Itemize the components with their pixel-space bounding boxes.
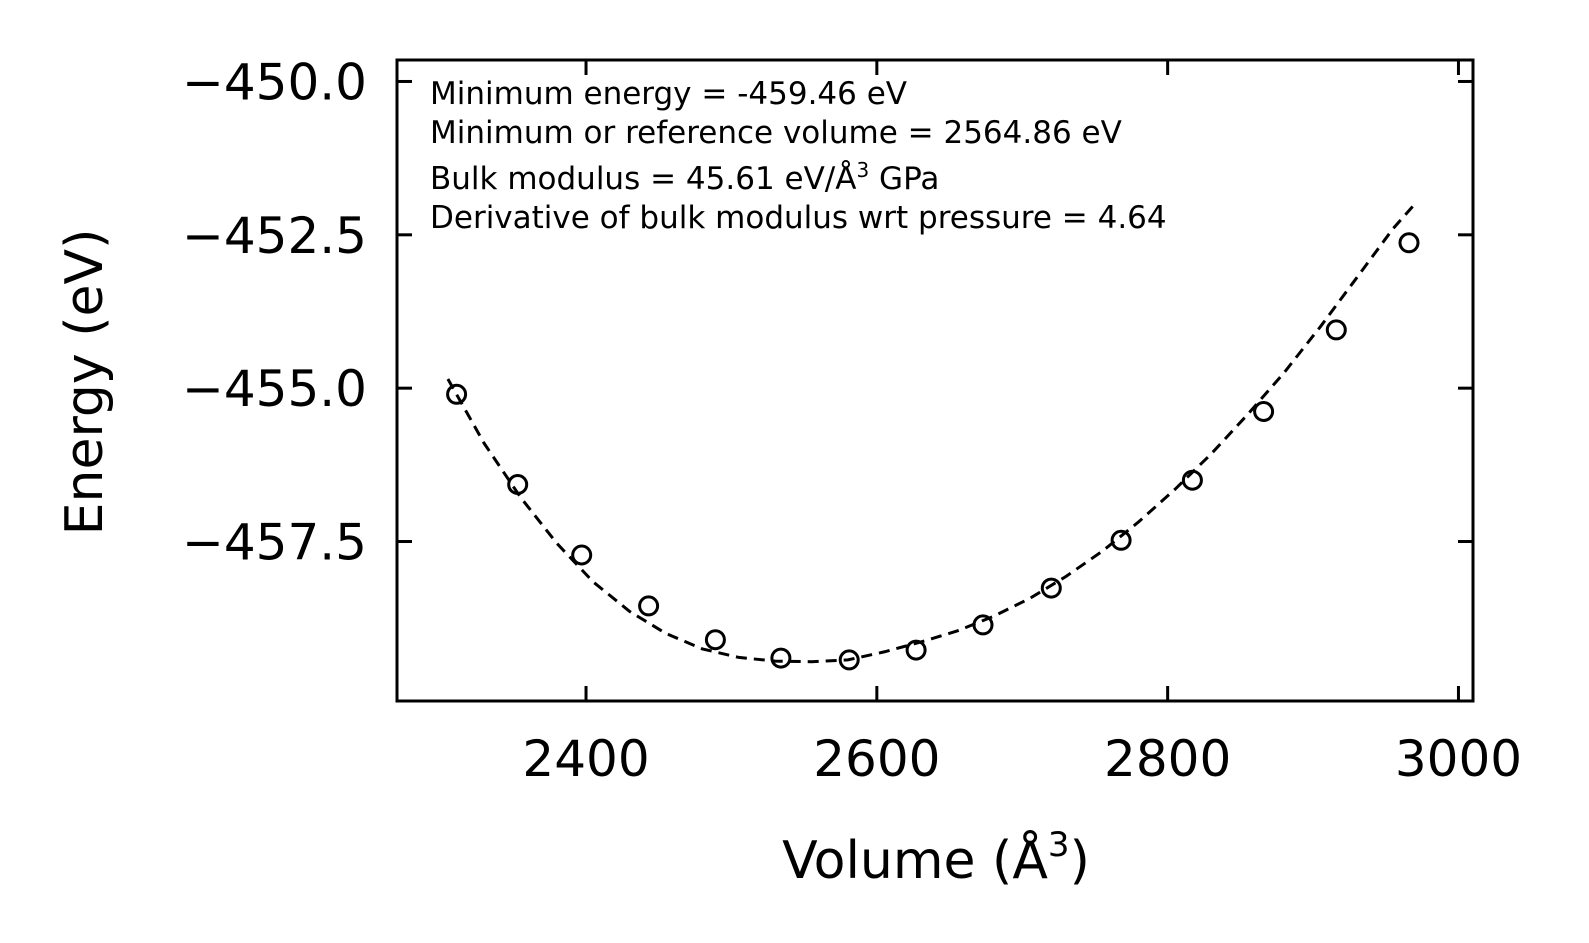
data-point bbox=[704, 629, 726, 651]
y-axis-label: Energy (eV) bbox=[55, 229, 115, 536]
y-tick-label: −450.0 bbox=[182, 53, 367, 111]
data-point bbox=[571, 544, 593, 566]
data-point bbox=[1181, 469, 1203, 491]
data-point bbox=[638, 595, 660, 617]
data-point bbox=[1253, 401, 1275, 422]
data-point bbox=[446, 383, 468, 405]
data-point bbox=[838, 649, 860, 671]
fit-curve bbox=[446, 203, 1416, 664]
annotation-bulk-derivative: Derivative of bulk modulus wrt pressure … bbox=[430, 200, 1167, 236]
data-point bbox=[972, 614, 994, 636]
annotation-bulk-modulus: Bulk modulus = 45.61 eV/Å3 GPa bbox=[430, 158, 939, 197]
y-tick-label: −452.5 bbox=[182, 207, 367, 265]
data-point bbox=[1398, 232, 1420, 254]
annotation-min-volume: Minimum or reference volume = 2564.86 eV bbox=[430, 115, 1122, 151]
y-tick-label: −455.0 bbox=[182, 360, 367, 418]
x-tick-label: 2400 bbox=[522, 730, 649, 788]
data-point bbox=[1110, 529, 1132, 551]
data-point bbox=[770, 647, 792, 669]
x-tick-label: 2600 bbox=[813, 730, 940, 788]
data-point bbox=[905, 639, 927, 661]
annotation-min-energy: Minimum energy = -459.46 eV bbox=[430, 76, 907, 112]
x-axis-label: Volume (Å3) bbox=[782, 825, 1090, 891]
x-tick-label: 3000 bbox=[1395, 730, 1522, 788]
y-tick-label: −457.5 bbox=[182, 514, 367, 572]
plot-frame bbox=[395, 58, 1475, 703]
x-tick-label: 2800 bbox=[1104, 730, 1231, 788]
data-point bbox=[507, 474, 529, 495]
data-point bbox=[1325, 319, 1347, 341]
data-point bbox=[1040, 577, 1062, 599]
annotation-block: Minimum energy = -459.46 eV Minimum or r… bbox=[430, 76, 1167, 236]
